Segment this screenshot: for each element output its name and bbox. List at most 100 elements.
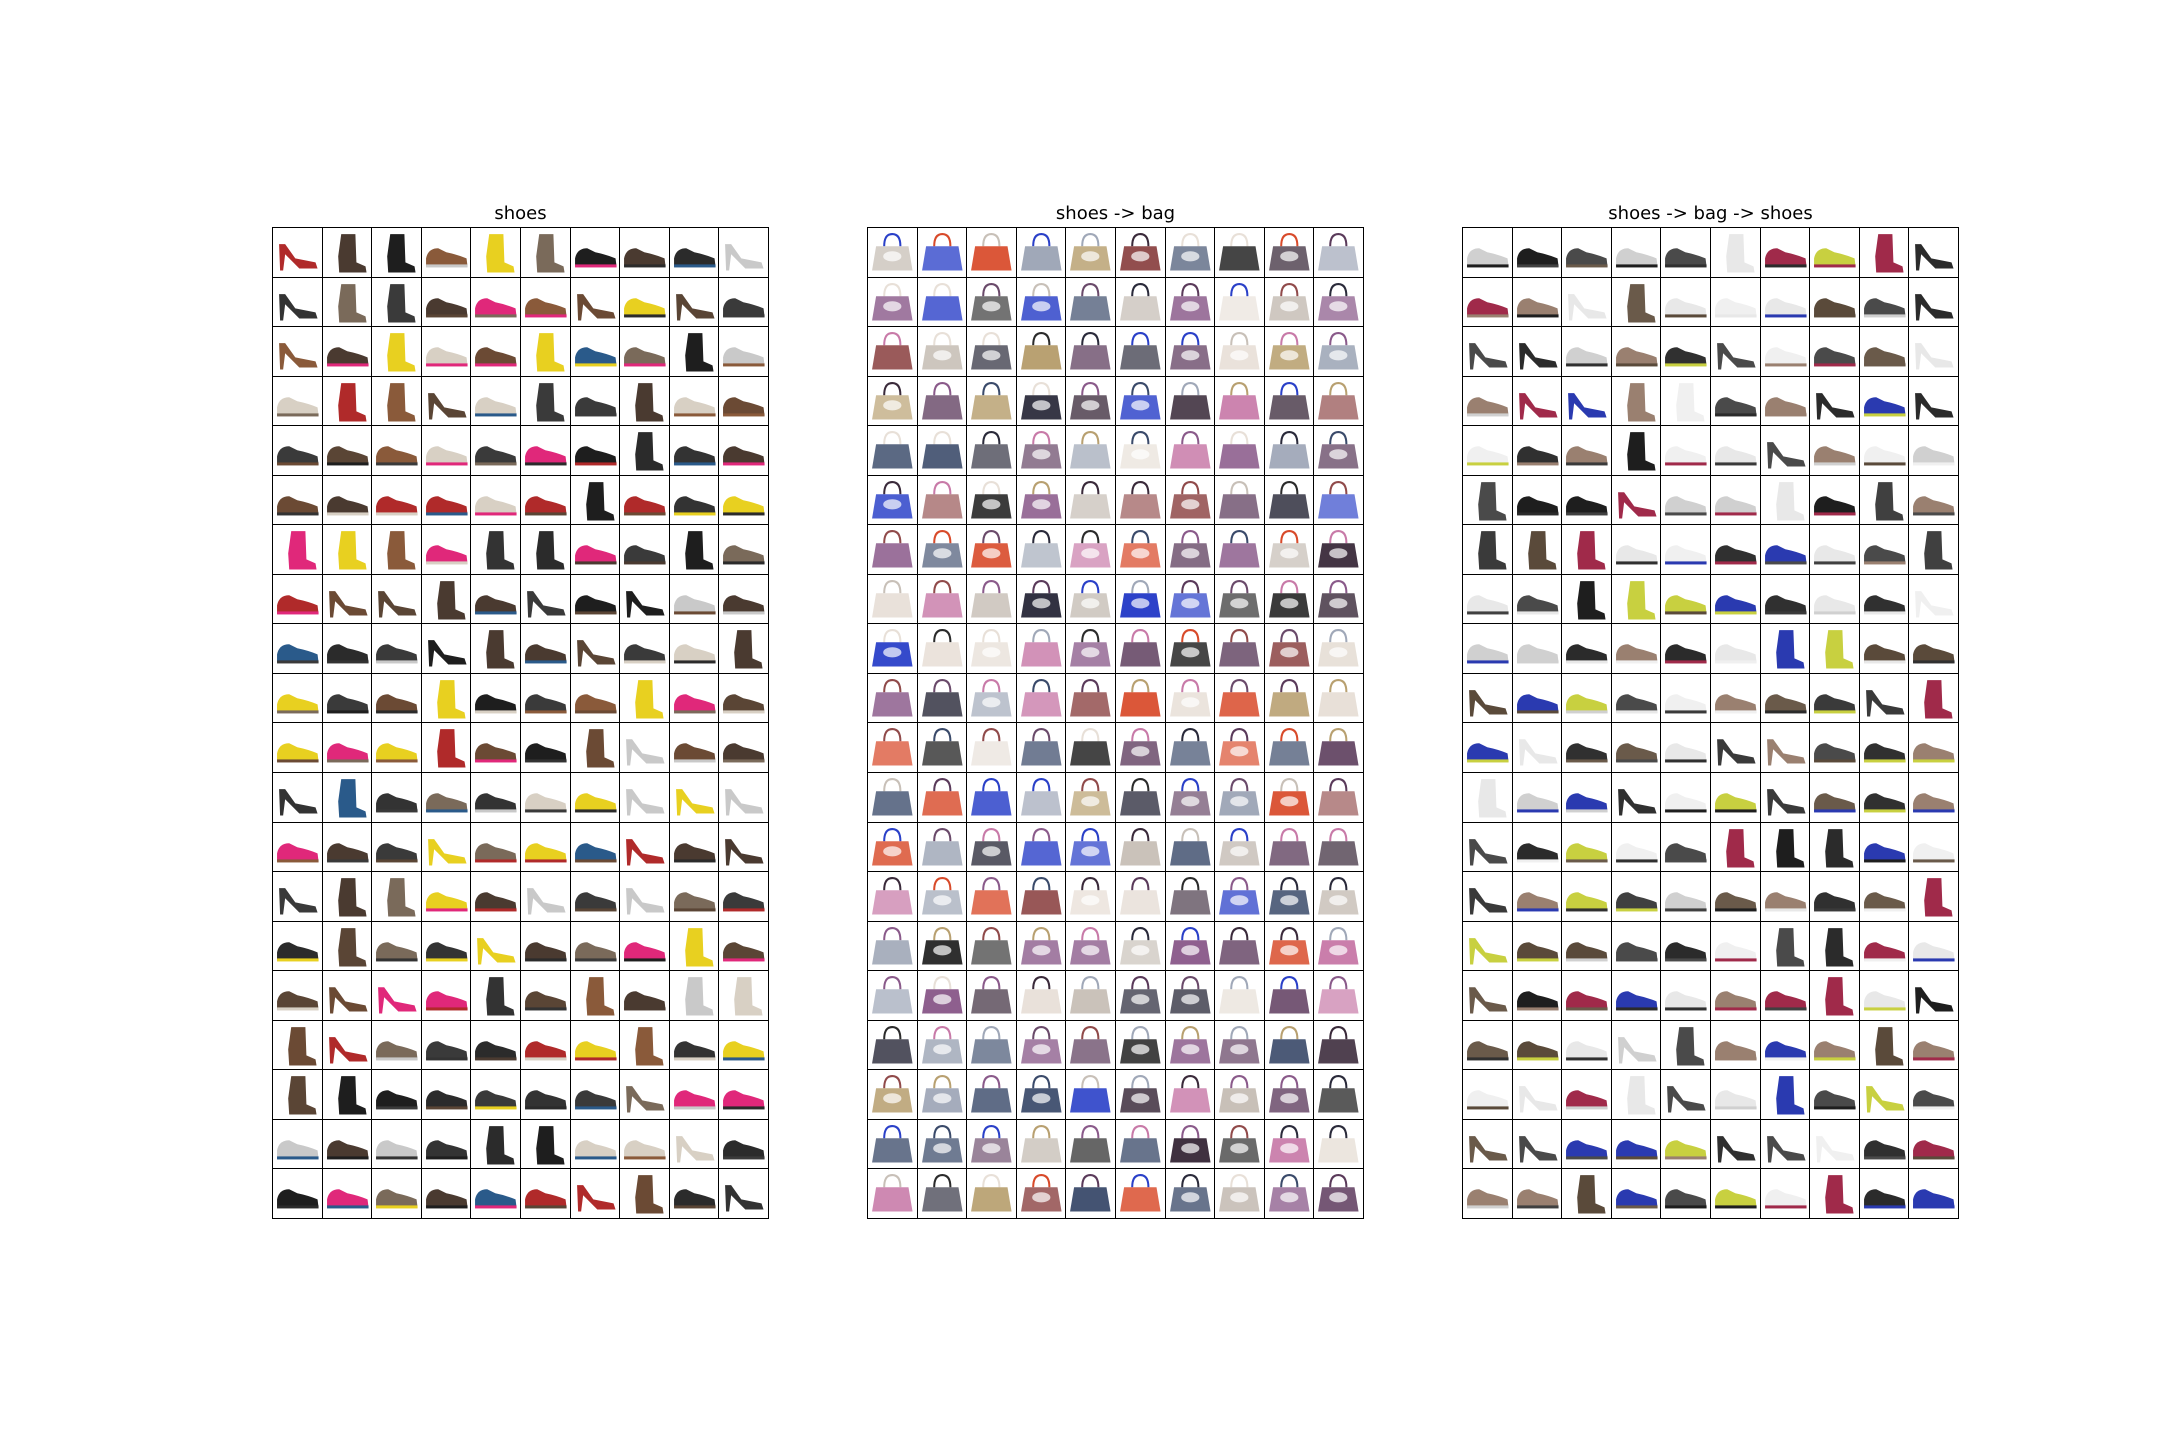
bag-thumbnail	[1219, 678, 1260, 717]
thumbnail-cell	[1016, 773, 1066, 822]
shoe-thumbnail	[673, 1041, 716, 1061]
bag-thumbnail	[921, 877, 963, 915]
shoe-thumbnail	[475, 1090, 517, 1110]
thumbnail-cell	[1165, 525, 1215, 574]
thumbnail-cell	[1165, 277, 1215, 327]
thumbnail-cell	[1066, 277, 1115, 327]
thumbnail-cell	[868, 475, 917, 525]
thumbnail-cell	[1661, 1169, 1710, 1218]
thumbnail-cell	[719, 921, 768, 971]
shoe-thumbnail	[673, 595, 716, 615]
shoe-thumbnail	[1913, 793, 1955, 813]
bag-thumbnail	[921, 678, 963, 717]
thumbnail-cell	[1115, 376, 1165, 426]
thumbnail-cell	[372, 872, 421, 921]
shoe-thumbnail	[328, 987, 368, 1014]
thumbnail-cell	[620, 376, 669, 426]
shoe-thumbnail	[1825, 630, 1854, 669]
shoe-thumbnail	[1715, 991, 1757, 1011]
shoe-thumbnail	[1863, 743, 1906, 763]
bag-thumbnail	[1120, 431, 1161, 469]
thumbnail-cell	[917, 426, 967, 475]
shoe-thumbnail	[475, 842, 517, 863]
shoe-thumbnail	[723, 1041, 765, 1061]
thumbnail-cell	[421, 773, 471, 822]
thumbnail-cell	[1463, 228, 1512, 277]
thumbnail-cell	[1463, 327, 1512, 376]
shoe-thumbnail	[1566, 248, 1608, 268]
thumbnail-cell	[1463, 1020, 1512, 1070]
thumbnail-cell	[1810, 1020, 1859, 1070]
thumbnail-cell	[1859, 426, 1909, 475]
thumbnail-cell	[1710, 921, 1760, 971]
thumbnail-cell	[719, 1119, 768, 1169]
shoe-thumbnail	[486, 234, 515, 273]
shoe-thumbnail	[1715, 495, 1757, 516]
thumbnail-cell	[1760, 971, 1810, 1020]
bag-thumbnail	[1020, 728, 1062, 766]
shoe-thumbnail	[576, 293, 616, 321]
bag-thumbnail	[1318, 629, 1359, 667]
thumbnail-cell	[1859, 624, 1909, 673]
shoe-thumbnail	[1775, 828, 1805, 868]
thumbnail-cell	[570, 723, 620, 773]
thumbnail-cell	[1562, 1119, 1611, 1169]
bag-thumbnail	[872, 827, 913, 866]
shoe-thumbnail	[527, 591, 566, 618]
thumbnail-cell	[719, 376, 768, 426]
shoe-thumbnail	[673, 743, 716, 763]
shoe-thumbnail	[1615, 842, 1658, 863]
thumbnail-cell	[620, 1070, 669, 1119]
shoe-thumbnail	[425, 991, 468, 1011]
shoe-thumbnail	[425, 248, 468, 268]
thumbnail-cell	[1512, 228, 1562, 277]
bag-thumbnail	[971, 282, 1012, 321]
thumbnail-cell	[421, 327, 471, 376]
shoe-thumbnail	[1516, 1189, 1559, 1209]
bag-thumbnail	[1268, 579, 1310, 618]
thumbnail-cell	[1215, 921, 1264, 971]
bag-thumbnail	[921, 530, 963, 568]
bag-thumbnail	[872, 431, 913, 469]
bag-thumbnail	[872, 926, 913, 965]
thumbnail-cell	[1661, 228, 1710, 277]
thumbnail-cell	[1512, 673, 1562, 723]
bag-thumbnail	[1318, 778, 1359, 816]
thumbnail-cell	[868, 624, 917, 673]
thumbnail-cell	[1661, 574, 1710, 624]
shoe-thumbnail	[1865, 1086, 1905, 1113]
thumbnail-cell	[1562, 228, 1611, 277]
thumbnail-cell	[471, 773, 520, 822]
shoe-thumbnail	[725, 1185, 764, 1212]
thumbnail-cell	[1264, 822, 1314, 872]
thumbnail-cell	[1810, 525, 1859, 574]
shoe-thumbnail	[1764, 248, 1807, 268]
thumbnail-cell	[1463, 475, 1512, 525]
shoe-thumbnail	[326, 1189, 369, 1209]
thumbnail-cell	[322, 426, 372, 475]
thumbnail-cell	[1165, 426, 1215, 475]
thumbnail-cell	[273, 1169, 322, 1218]
thumbnail-cell	[1512, 822, 1562, 872]
thumbnail-cell	[520, 971, 570, 1020]
bag-thumbnail	[1169, 233, 1211, 271]
shoe-thumbnail	[1615, 347, 1658, 367]
thumbnail-cell	[471, 822, 520, 872]
thumbnail-cell	[273, 971, 322, 1020]
thumbnail-cell	[719, 1020, 768, 1070]
shoe-thumbnail	[1913, 1090, 1955, 1110]
shoe-thumbnail	[477, 937, 516, 965]
bag-thumbnail	[872, 1174, 913, 1212]
shoe-thumbnail	[1825, 927, 1854, 967]
shoe-thumbnail	[1667, 1086, 1706, 1113]
bag-thumbnail	[1318, 579, 1359, 618]
bag-thumbnail	[1020, 976, 1062, 1014]
shoe-thumbnail	[1863, 1189, 1906, 1209]
thumbnail-cell	[471, 574, 520, 624]
thumbnail-cell	[273, 525, 322, 574]
shoe-thumbnail	[277, 495, 319, 516]
thumbnail-cell	[868, 228, 917, 277]
thumbnail-cell	[372, 1119, 421, 1169]
thumbnail-cell	[570, 426, 620, 475]
thumbnail-cell	[917, 723, 967, 773]
